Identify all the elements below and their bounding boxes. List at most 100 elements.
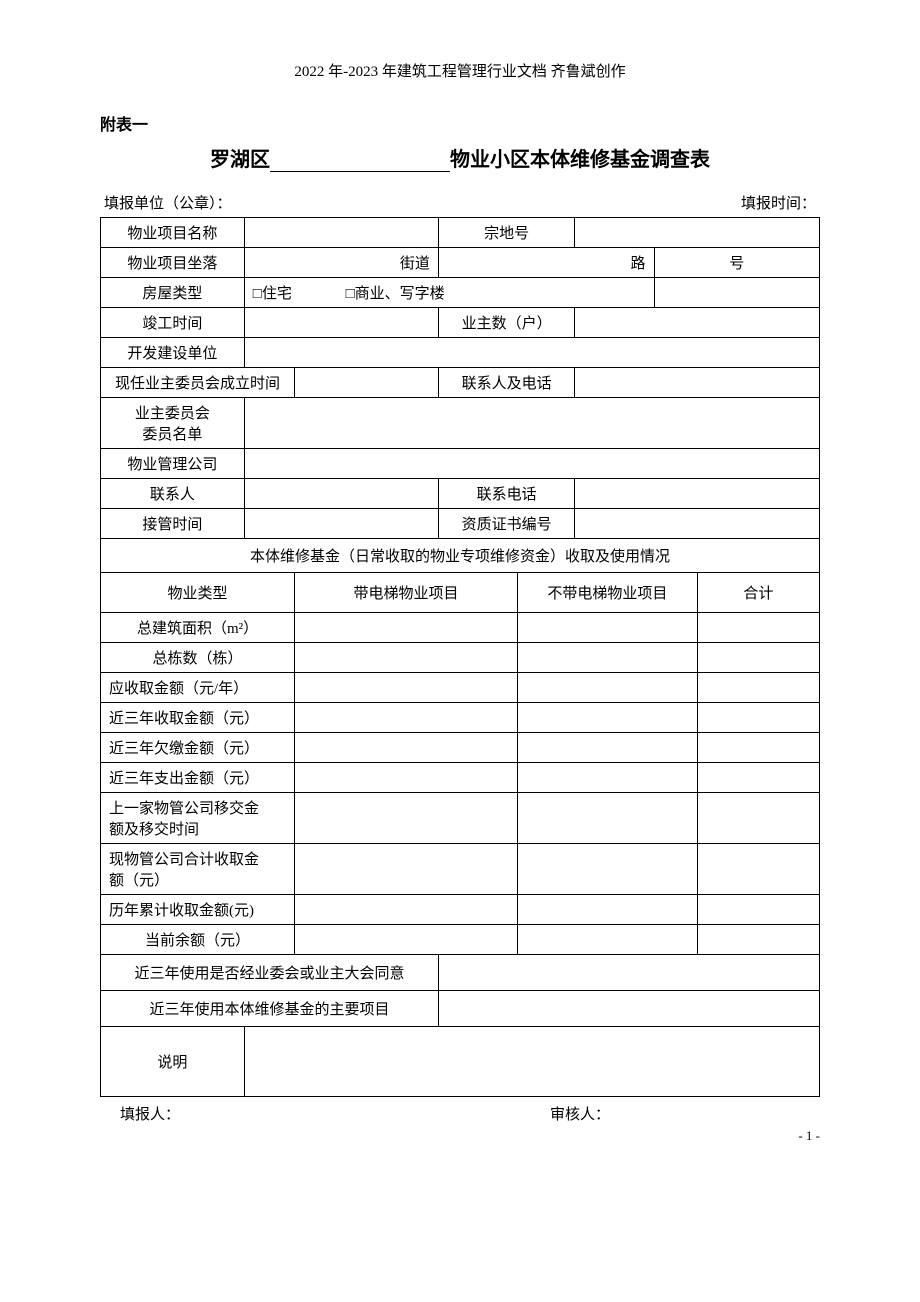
current-balance-sum[interactable] xyxy=(697,925,819,955)
explanation-label: 说明 xyxy=(101,1027,245,1097)
current-balance-with[interactable] xyxy=(295,925,518,955)
contact-tel-value[interactable] xyxy=(575,479,820,509)
collected-3y-with[interactable] xyxy=(295,703,518,733)
contact-phone-label: 联系人及电话 xyxy=(438,368,575,398)
committee-time-value[interactable] xyxy=(295,368,439,398)
table-row: 说明 xyxy=(101,1027,820,1097)
total-buildings-with[interactable] xyxy=(295,643,518,673)
collected-3y-sum[interactable] xyxy=(697,703,819,733)
prev-handover-without[interactable] xyxy=(517,793,697,844)
owner-count-value[interactable] xyxy=(575,308,820,338)
title-suffix: 物业小区本体维修基金调查表 xyxy=(450,149,710,171)
document-header: 2022 年-2023 年建筑工程管理行业文档 齐鲁斌创作 xyxy=(100,60,820,81)
cumulative-sum[interactable] xyxy=(697,895,819,925)
table-row: 本体维修基金（日常收取的物业专项维修资金）收取及使用情况 xyxy=(101,539,820,573)
cumulative-without[interactable] xyxy=(517,895,697,925)
spent-3y-label: 近三年支出金额（元） xyxy=(101,763,295,793)
table-row: 现物管公司合计收取金 额（元） xyxy=(101,844,820,895)
spent-3y-sum[interactable] xyxy=(697,763,819,793)
cumulative-label: 历年累计收取金额(元) xyxy=(101,895,295,925)
parcel-no-label: 宗地号 xyxy=(438,218,575,248)
receivable-sum[interactable] xyxy=(697,673,819,703)
total-area-label: 总建筑面积（m²） xyxy=(101,613,295,643)
contact-value[interactable] xyxy=(244,479,438,509)
table-row: 接管时间 资质证书编号 xyxy=(101,509,820,539)
reporting-time-label: 填报时间： xyxy=(741,192,816,213)
current-collected-label: 现物管公司合计收取金 额（元） xyxy=(101,844,295,895)
reviewer-label: 审核人： xyxy=(370,1103,800,1124)
collected-3y-without[interactable] xyxy=(517,703,697,733)
committee-time-label: 现任业主委员会成立时间 xyxy=(101,368,295,398)
receivable-with[interactable] xyxy=(295,673,518,703)
meta-row: 填报单位（公章）： 填报时间： xyxy=(100,192,820,213)
committee-members-label: 业主委员会 委员名单 xyxy=(101,398,245,449)
collected-3y-label: 近三年收取金额（元） xyxy=(101,703,295,733)
table-row: 物业类型 带电梯物业项目 不带电梯物业项目 合计 xyxy=(101,573,820,613)
developer-label: 开发建设单位 xyxy=(101,338,245,368)
cumulative-with[interactable] xyxy=(295,895,518,925)
pm-company-label: 物业管理公司 xyxy=(101,449,245,479)
arrears-3y-without[interactable] xyxy=(517,733,697,763)
current-collected-sum[interactable] xyxy=(697,844,819,895)
house-type-residential[interactable]: □住宅 xyxy=(253,286,292,302)
col-with-elevator: 带电梯物业项目 xyxy=(295,573,518,613)
total-area-sum[interactable] xyxy=(697,613,819,643)
total-area-with[interactable] xyxy=(295,613,518,643)
receivable-without[interactable] xyxy=(517,673,697,703)
arrears-3y-sum[interactable] xyxy=(697,733,819,763)
prev-handover-sum[interactable] xyxy=(697,793,819,844)
title-prefix: 罗湖区 xyxy=(210,149,270,171)
handover-label: 接管时间 xyxy=(101,509,245,539)
committee-members-value[interactable] xyxy=(244,398,819,449)
current-balance-label: 当前余额（元） xyxy=(101,925,295,955)
reporter-label: 填报人： xyxy=(120,1103,370,1124)
contact-label: 联系人 xyxy=(101,479,245,509)
total-area-without[interactable] xyxy=(517,613,697,643)
handover-value[interactable] xyxy=(244,509,438,539)
current-balance-without[interactable] xyxy=(517,925,697,955)
developer-value[interactable] xyxy=(244,338,819,368)
table-row: 上一家物管公司移交金 额及移交时间 xyxy=(101,793,820,844)
project-name-value[interactable] xyxy=(244,218,438,248)
prev-handover-with[interactable] xyxy=(295,793,518,844)
pm-company-value[interactable] xyxy=(244,449,819,479)
number-cell[interactable]: 号 xyxy=(654,248,819,278)
cert-no-value[interactable] xyxy=(575,509,820,539)
spent-3y-with[interactable] xyxy=(295,763,518,793)
main-projects-value[interactable] xyxy=(438,991,819,1027)
table-row: 物业管理公司 xyxy=(101,449,820,479)
total-buildings-without[interactable] xyxy=(517,643,697,673)
house-type-options[interactable]: □住宅 □商业、写字楼 xyxy=(244,278,654,308)
spent-3y-without[interactable] xyxy=(517,763,697,793)
table-row: 房屋类型 □住宅 □商业、写字楼 xyxy=(101,278,820,308)
table-row: 业主委员会 委员名单 xyxy=(101,398,820,449)
col-without-elevator: 不带电梯物业项目 xyxy=(517,573,697,613)
arrears-3y-with[interactable] xyxy=(295,733,518,763)
street-cell[interactable]: 街道 xyxy=(244,248,438,278)
page-number: - 1 - xyxy=(798,1128,820,1144)
section-header: 本体维修基金（日常收取的物业专项维修资金）收取及使用情况 xyxy=(101,539,820,573)
survey-form-table: 物业项目名称 宗地号 物业项目坐落 街道 路 号 房屋类型 □住宅 □商业、写字… xyxy=(100,217,820,1097)
project-name-label: 物业项目名称 xyxy=(101,218,245,248)
completion-value[interactable] xyxy=(244,308,438,338)
current-collected-with[interactable] xyxy=(295,844,518,895)
house-type-extra[interactable] xyxy=(654,278,819,308)
completion-label: 竣工时间 xyxy=(101,308,245,338)
current-collected-without[interactable] xyxy=(517,844,697,895)
contact-phone-value[interactable] xyxy=(575,368,820,398)
table-row: 总建筑面积（m²） xyxy=(101,613,820,643)
district-blank xyxy=(270,171,450,172)
house-type-commercial[interactable]: □商业、写字楼 xyxy=(346,286,445,302)
total-buildings-sum[interactable] xyxy=(697,643,819,673)
location-label: 物业项目坐落 xyxy=(101,248,245,278)
col-prop-type: 物业类型 xyxy=(101,573,295,613)
road-cell[interactable]: 路 xyxy=(438,248,654,278)
explanation-value[interactable] xyxy=(244,1027,819,1097)
parcel-no-value[interactable] xyxy=(575,218,820,248)
table-row: 物业项目名称 宗地号 xyxy=(101,218,820,248)
prev-handover-label: 上一家物管公司移交金 额及移交时间 xyxy=(101,793,295,844)
approved-3y-value[interactable] xyxy=(438,955,819,991)
table-row: 现任业主委员会成立时间 联系人及电话 xyxy=(101,368,820,398)
approved-3y-label: 近三年使用是否经业委会或业主大会同意 xyxy=(101,955,439,991)
table-row: 当前余额（元） xyxy=(101,925,820,955)
